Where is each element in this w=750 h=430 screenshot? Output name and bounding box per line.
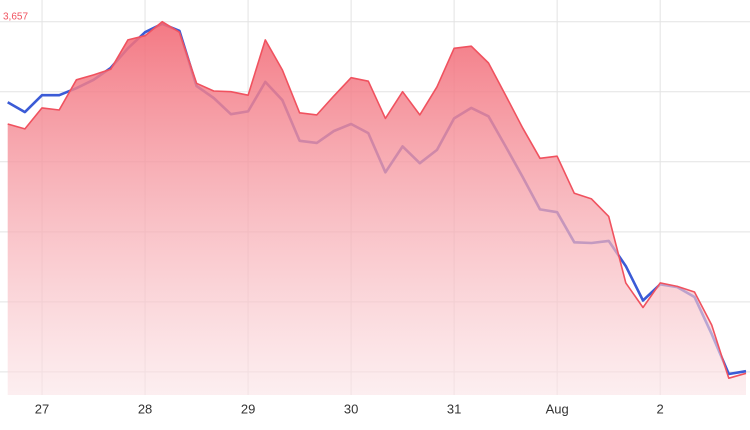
x-tick-label: Aug bbox=[546, 401, 569, 416]
area bbox=[7, 21, 746, 395]
plot-area bbox=[7, 20, 747, 395]
x-tick-label: 28 bbox=[138, 401, 152, 416]
x-tick-label: 29 bbox=[241, 401, 255, 416]
labels: 27 28 29 30 31 Aug 2 bbox=[35, 401, 664, 416]
x-tick-label: 31 bbox=[447, 401, 461, 416]
x-tick-label: 27 bbox=[35, 401, 49, 416]
line bbox=[7, 20, 747, 379]
x-tick-label: 30 bbox=[344, 401, 358, 416]
price-annotation: 3,657 bbox=[3, 12, 28, 23]
x-tick-label: 2 bbox=[657, 401, 664, 416]
